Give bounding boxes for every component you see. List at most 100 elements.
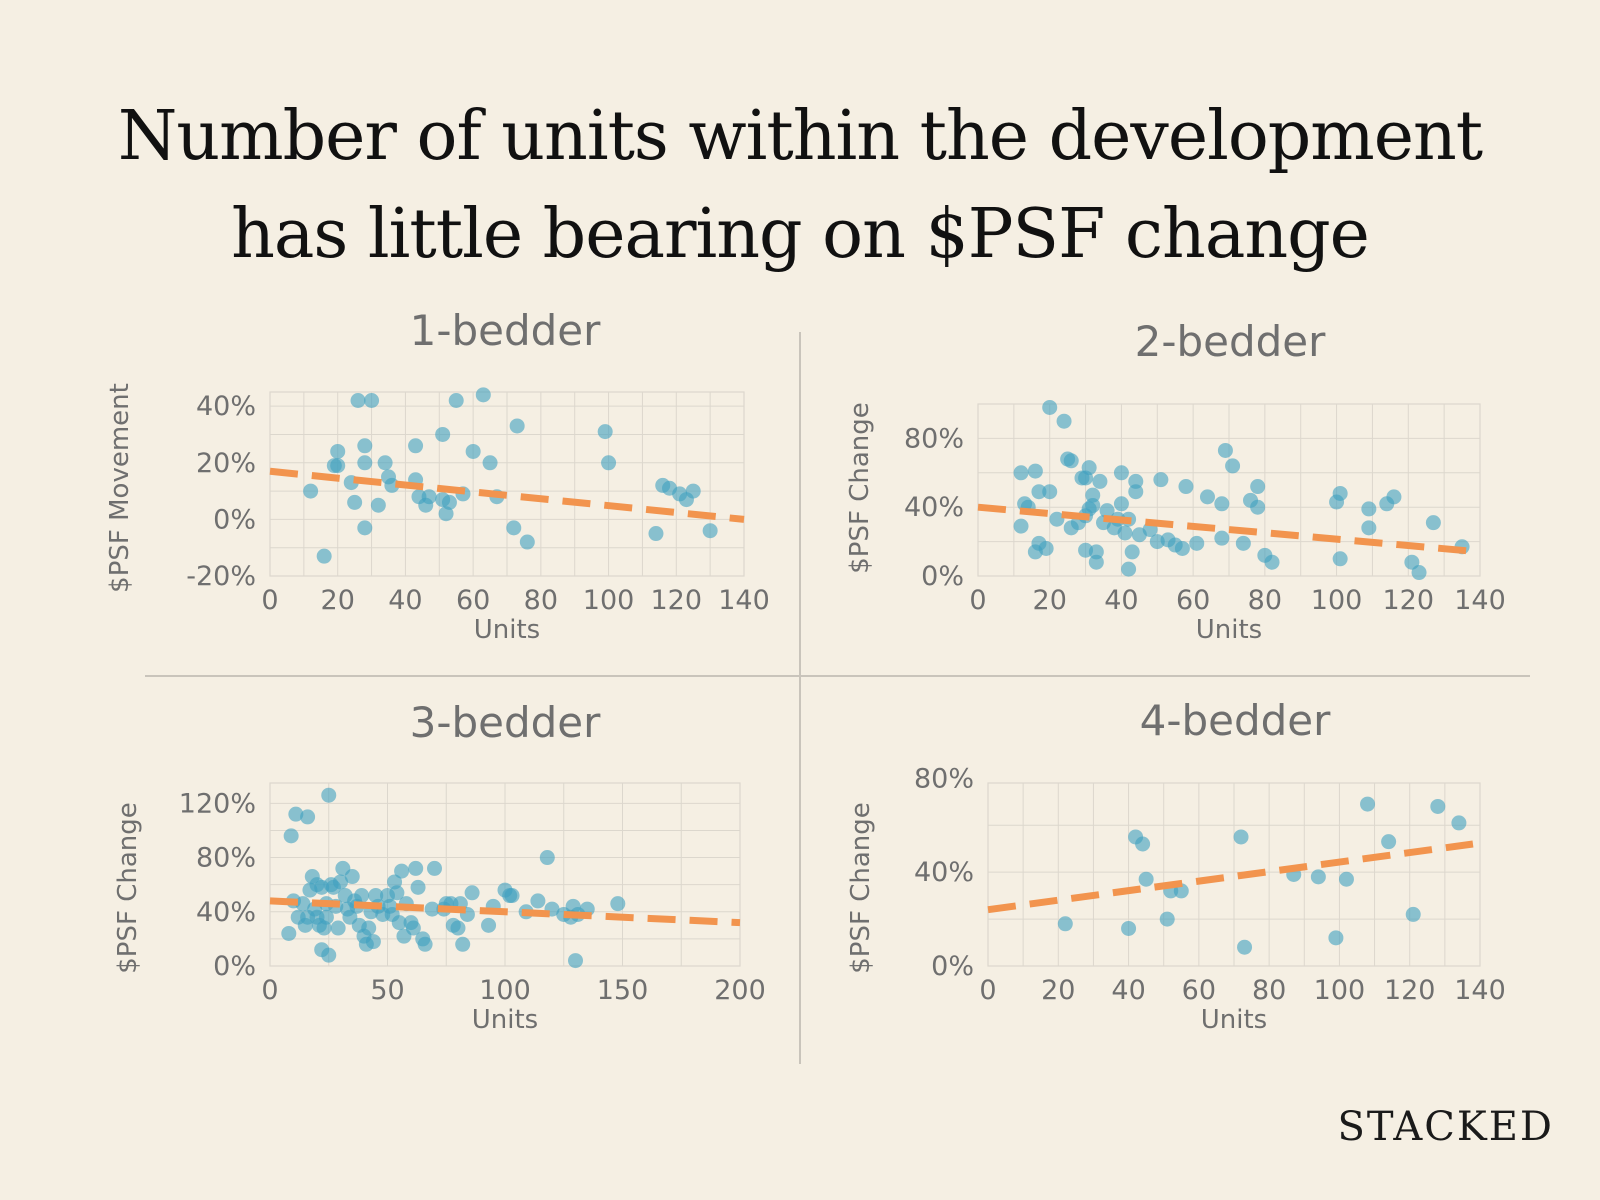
data-point (1233, 829, 1249, 845)
data-point (1128, 484, 1144, 500)
data-point (1128, 473, 1144, 489)
data-point (1013, 465, 1029, 481)
x-tick-label: 20 (1041, 975, 1075, 1006)
data-point (318, 909, 334, 925)
data-point (1121, 920, 1137, 936)
data-point (347, 494, 363, 510)
data-point (389, 885, 405, 901)
data-point (610, 896, 626, 912)
data-point (597, 424, 613, 440)
data-point (539, 850, 555, 866)
y-tick-label: 80% (196, 843, 256, 874)
data-point (1214, 530, 1230, 546)
data-point (1310, 869, 1326, 885)
y-axis-label: $PSF Change (846, 802, 876, 974)
data-point (475, 387, 491, 403)
plot-area (269, 391, 745, 577)
data-point (333, 874, 348, 890)
data-point (1328, 930, 1344, 946)
x-tick-label: 60 (1182, 975, 1216, 1006)
data-point (702, 523, 718, 539)
data-point (481, 917, 497, 933)
data-point (465, 443, 481, 459)
x-tick-label: 0 (969, 585, 986, 616)
y-tick-label: 0% (921, 561, 964, 592)
x-axis-label: Units (474, 615, 540, 645)
data-point (1451, 815, 1467, 831)
data-point (1338, 871, 1354, 887)
page-title-line-1: Number of units within the development (117, 97, 1483, 176)
data-point (364, 392, 380, 408)
x-tick-label: 140 (1454, 975, 1506, 1006)
data-point (394, 863, 410, 879)
data-point (519, 534, 535, 550)
y-tick-label: 120% (179, 788, 256, 819)
data-point (283, 828, 299, 844)
y-tick-label: 40% (196, 391, 256, 422)
x-tick-label: 80 (524, 585, 558, 616)
data-point (1159, 911, 1175, 927)
data-point (568, 953, 583, 969)
data-point (482, 455, 498, 471)
data-point (448, 392, 464, 408)
x-tick-label: 40 (1111, 975, 1145, 1006)
x-tick-label: 140 (1454, 585, 1506, 616)
data-point (530, 893, 546, 909)
x-tick-label: 40 (1104, 585, 1138, 616)
data-point (1386, 489, 1402, 505)
data-point (1225, 458, 1241, 474)
data-point (1217, 442, 1233, 458)
data-point (1121, 561, 1137, 577)
data-point (300, 809, 316, 825)
data-point (1092, 473, 1108, 489)
data-point (1381, 834, 1397, 850)
data-point (1189, 535, 1205, 551)
data-point (421, 489, 437, 505)
x-tick-label: 120 (651, 585, 703, 616)
data-point (1332, 551, 1348, 567)
data-point (357, 455, 373, 471)
data-point (1425, 515, 1441, 531)
data-point (1113, 496, 1129, 512)
data-point (1088, 544, 1104, 560)
page-title: Number of units within the development h… (0, 88, 1600, 284)
data-point (1056, 413, 1072, 429)
data-point (601, 455, 617, 471)
panel-title: 2-bedder (1135, 317, 1327, 366)
data-point (1250, 479, 1266, 495)
panel-title: 4-bedder (1140, 696, 1332, 745)
data-point (330, 443, 346, 459)
horizontal-divider (145, 675, 1530, 677)
data-point (410, 879, 426, 895)
x-tick-label: 140 (718, 585, 770, 616)
plot-area (987, 782, 1481, 967)
y-tick-label: -20% (186, 561, 256, 592)
data-point (1117, 525, 1133, 541)
data-point (1411, 565, 1427, 581)
data-point (1250, 499, 1266, 515)
data-point (391, 915, 407, 931)
data-point (357, 520, 373, 536)
x-tick-label: 100 (1311, 585, 1363, 616)
x-tick-label: 0 (261, 975, 278, 1006)
data-point (648, 526, 664, 542)
data-point (365, 934, 381, 950)
x-tick-label: 20 (1033, 585, 1067, 616)
y-axis-label: $PSF Change (113, 802, 143, 974)
data-point (295, 896, 311, 912)
panel-title: 3-bedder (410, 698, 602, 747)
data-point (1042, 399, 1058, 415)
data-point (357, 438, 373, 454)
vertical-divider (799, 332, 801, 1064)
x-tick-label: 40 (388, 585, 422, 616)
y-tick-label: 20% (196, 448, 256, 479)
data-point (1042, 484, 1058, 500)
data-point (321, 787, 337, 803)
x-tick-label: 80 (1252, 975, 1286, 1006)
data-point (408, 860, 424, 876)
data-point (1214, 496, 1230, 512)
data-point (1361, 520, 1377, 536)
